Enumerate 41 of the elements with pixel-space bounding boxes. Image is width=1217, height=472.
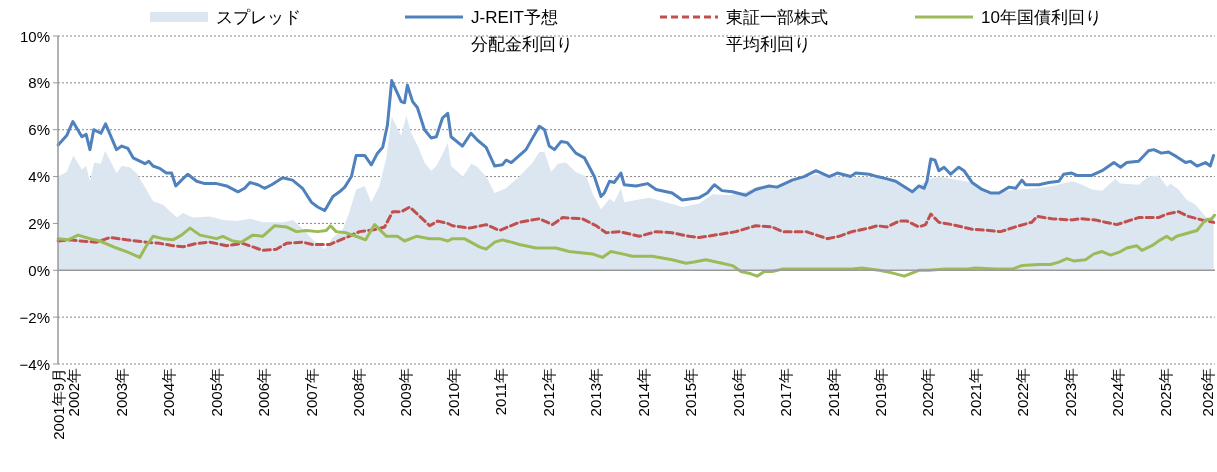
x-tick-label: 2019年 bbox=[871, 368, 889, 417]
line-series bbox=[56, 79, 1216, 213]
x-tick-label: 2018年 bbox=[824, 368, 842, 417]
x-tick-label: 2025年 bbox=[1156, 368, 1174, 417]
legend-label: スプレッド bbox=[216, 7, 301, 27]
x-tick-label: 2022年 bbox=[1014, 368, 1032, 417]
x-tick-label: 2024年 bbox=[1109, 368, 1127, 417]
legend-label: 10年国債利回り bbox=[981, 7, 1102, 27]
x-tick-label: 2020年 bbox=[919, 368, 937, 417]
x-tick-label: 2014年 bbox=[634, 368, 652, 417]
x-tick-label: 2006年 bbox=[255, 368, 273, 417]
x-tick-label: 2002年 bbox=[65, 368, 83, 417]
y-tick-label: 10% bbox=[19, 27, 50, 45]
x-tick-label: 2011年 bbox=[492, 368, 510, 416]
x-tick-label: 2026年 bbox=[1198, 368, 1216, 417]
x-tick-label: 2007年 bbox=[302, 368, 320, 417]
y-tick-label: 2% bbox=[28, 214, 50, 232]
x-tick-label: 2013年 bbox=[587, 368, 605, 417]
x-tick-label: 2003年 bbox=[112, 368, 130, 417]
legend-label: J-REIT予想分配金利回り bbox=[471, 7, 573, 54]
x-tick-label: 2004年 bbox=[160, 368, 178, 417]
y-tick-label: 8% bbox=[28, 74, 50, 92]
y-tick-label: −2% bbox=[19, 308, 50, 326]
x-tick-label: 2008年 bbox=[350, 368, 368, 417]
x-tick-label: 2023年 bbox=[1061, 368, 1079, 417]
x-tick-label: 2005年 bbox=[207, 368, 225, 417]
x-tick-label: 2010年 bbox=[444, 368, 462, 417]
y-tick-label: 0% bbox=[28, 261, 50, 279]
y-tick-label: 4% bbox=[28, 168, 50, 186]
line-series bbox=[56, 205, 1216, 252]
legend-label: 東証一部株式平均利回り bbox=[726, 7, 828, 54]
x-tick-label: 2015年 bbox=[682, 368, 700, 417]
x-tick-label: 2016年 bbox=[729, 368, 747, 417]
y-tick-label: −4% bbox=[19, 355, 50, 373]
x-tick-label: 2001年9月 bbox=[49, 368, 67, 440]
x-tick-label: 2017年 bbox=[777, 368, 795, 417]
x-tick-label: 2009年 bbox=[397, 368, 415, 417]
x-tick-label: 2021年 bbox=[966, 368, 984, 417]
line-series bbox=[56, 213, 1217, 278]
x-tick-label: 2012年 bbox=[539, 368, 557, 417]
y-tick-label: 6% bbox=[28, 121, 50, 139]
